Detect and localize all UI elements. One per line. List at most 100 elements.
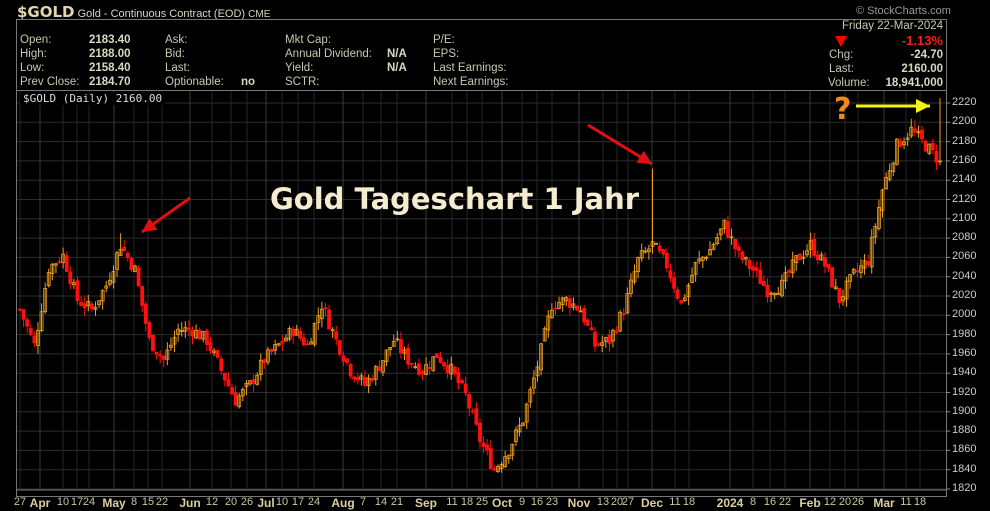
- candle-body: [294, 328, 299, 336]
- candle-body: [273, 344, 278, 351]
- candle-body: [877, 207, 881, 229]
- candle-body: [64, 255, 69, 272]
- candle-body: [176, 328, 181, 335]
- candle-body: [183, 327, 188, 332]
- candle-body: [539, 343, 543, 371]
- candle-body: [589, 327, 594, 331]
- candle-body: [262, 359, 267, 364]
- candle-body: [567, 298, 572, 308]
- percent-change: -1.13%: [901, 33, 943, 48]
- candle-body: [805, 250, 809, 256]
- candle-body: [844, 280, 849, 300]
- candle-body: [812, 238, 817, 256]
- candle-body: [916, 131, 921, 134]
- price-chart[interactable]: [16, 90, 947, 497]
- candle-body: [352, 376, 357, 380]
- candle-body: [790, 259, 795, 274]
- candle-body: [542, 328, 547, 342]
- y-tick-label: 2200: [952, 115, 977, 128]
- candle-body: [72, 282, 76, 286]
- candle-body: [61, 253, 66, 264]
- candle-body: [68, 271, 73, 285]
- candle-body: [898, 140, 903, 148]
- candle-body: [859, 265, 863, 273]
- candle-body: [169, 344, 173, 348]
- candle-body: [434, 353, 439, 359]
- candle-body: [585, 319, 590, 326]
- x-tick-label: 24: [82, 496, 96, 508]
- volume-value: 18,941,000: [885, 77, 943, 89]
- candle-body: [255, 374, 260, 385]
- x-tick-label: Oct: [491, 496, 513, 510]
- x-tick-label: 18: [460, 496, 474, 508]
- candle-body: [391, 340, 396, 347]
- candle-body: [672, 277, 676, 289]
- chart-title: $GOLD Gold - Continuous Contract (EOD) C…: [17, 3, 270, 21]
- candle-body: [330, 329, 335, 332]
- candle-body: [711, 244, 716, 250]
- candle-body: [248, 380, 252, 385]
- candle-body: [420, 371, 425, 375]
- x-tick-label: 11: [669, 496, 681, 508]
- candle-body: [668, 270, 673, 279]
- candle-body: [557, 302, 561, 309]
- candle-body: [880, 189, 885, 211]
- candle-body: [237, 395, 242, 407]
- x-tick-label: 16: [530, 496, 544, 508]
- candle-body: [413, 366, 418, 369]
- candle-body: [639, 250, 644, 259]
- candle-body: [841, 296, 845, 302]
- candle-body: [762, 280, 766, 287]
- optionable-value: no: [241, 76, 256, 88]
- x-tick-label: 22: [778, 496, 792, 508]
- candle-body: [650, 241, 655, 247]
- x-tick-label: 11: [900, 496, 912, 508]
- candle-body: [779, 279, 784, 297]
- candle-body: [470, 410, 475, 413]
- candle-body: [478, 422, 482, 443]
- candle-body: [75, 280, 80, 302]
- candle-body: [549, 309, 554, 319]
- candle-body: [826, 264, 831, 269]
- y-tick-label: 1980: [952, 327, 977, 340]
- candle-body: [474, 408, 479, 425]
- candle-body: [787, 270, 791, 273]
- candle-body: [50, 263, 55, 274]
- candle-body: [747, 259, 752, 269]
- low-value: 2158.40: [89, 62, 131, 74]
- candle-body: [100, 289, 105, 302]
- y-tick-label: 1860: [952, 443, 977, 456]
- dividend-label: Annual Dividend:: [285, 48, 372, 60]
- x-tick-label: Jun: [179, 496, 201, 510]
- x-tick-label: 20: [610, 496, 624, 508]
- x-tick-label: 27: [621, 496, 635, 508]
- candle-body: [258, 359, 263, 375]
- candle-body: [57, 261, 62, 263]
- x-tick-label: 14: [374, 496, 388, 508]
- candle-body: [424, 364, 428, 375]
- candle-body: [736, 246, 741, 251]
- candle-body: [79, 301, 83, 306]
- question-mark-annotation: ?: [834, 92, 852, 127]
- x-tick-label: 18: [913, 496, 927, 508]
- candle-body: [291, 328, 296, 337]
- candle-body: [866, 261, 871, 266]
- candle-body: [521, 422, 526, 426]
- candle-body: [819, 254, 824, 261]
- x-tick-label: 16: [763, 496, 777, 508]
- candle-body: [690, 274, 694, 283]
- candle-body: [632, 271, 637, 283]
- candle-body: [32, 335, 37, 344]
- watermark[interactable]: © StockCharts.com: [856, 5, 951, 17]
- x-tick-label: 10: [56, 496, 70, 508]
- candle-body: [546, 315, 551, 331]
- x-tick-label: Feb: [799, 496, 821, 510]
- candle-body: [208, 341, 213, 351]
- y-tick-label: 1940: [952, 366, 977, 379]
- candle-body: [643, 250, 648, 253]
- candle-body: [230, 387, 234, 395]
- high-label: High:: [20, 48, 47, 60]
- candle-body: [571, 303, 576, 308]
- prev-close-value: 2184.70: [89, 76, 131, 88]
